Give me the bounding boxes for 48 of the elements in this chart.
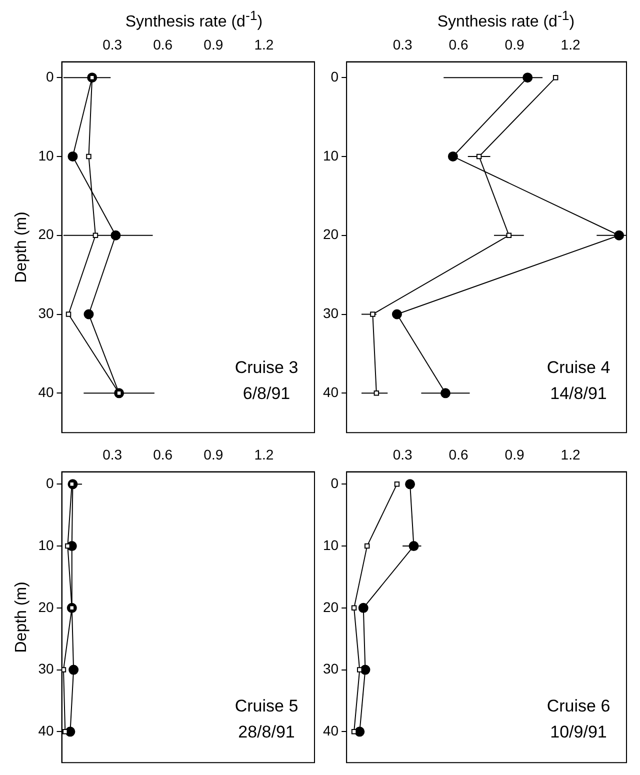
x-tick-label: 0.6 <box>448 36 468 52</box>
x-tick-label: 1.2 <box>560 446 580 462</box>
annotation: Cruise 6 <box>546 696 610 716</box>
y-tick-label: 20 <box>322 598 339 615</box>
x-tick-label: 0.6 <box>153 446 173 462</box>
annotation: Cruise 5 <box>234 696 298 716</box>
x-tick-label: 0.6 <box>153 36 173 52</box>
x-tick-label: 0.3 <box>102 36 122 52</box>
x-tick-label: 1.2 <box>254 36 274 52</box>
y-tick-label: 20 <box>322 226 339 242</box>
x-axis-title: Synthesis rate (d$^{-1}$) <box>436 8 576 32</box>
y-tick-label: 30 <box>322 305 339 322</box>
y-tick-label: 30 <box>322 660 339 677</box>
y-tick-label: 20 <box>38 226 54 242</box>
y-tick-label: 30 <box>38 660 54 677</box>
y-axis-title: Depth (m) <box>13 582 30 653</box>
x-tick-label: 0.3 <box>102 446 122 462</box>
y-axis-title: Depth (m) <box>13 212 30 283</box>
x-tick-label: 0.9 <box>204 446 224 462</box>
annotation: 14/8/91 <box>550 384 607 404</box>
x-tick-label: 0.6 <box>448 446 468 462</box>
x-tick-label: 1.2 <box>560 36 580 52</box>
y-tick-label: 0 <box>46 475 54 492</box>
y-tick-label: 10 <box>38 536 54 553</box>
x-tick-label: 1.2 <box>254 446 274 462</box>
y-tick-label: 10 <box>322 147 339 164</box>
y-tick-label: 40 <box>322 722 339 739</box>
annotation: Cruise 4 <box>546 358 610 378</box>
y-tick-label: 20 <box>38 598 54 615</box>
y-tick-label: 10 <box>38 147 54 164</box>
x-tick-label: 0.3 <box>392 36 412 52</box>
y-tick-label: 0 <box>46 68 54 84</box>
x-tick-label: 0.9 <box>504 446 524 462</box>
y-tick-label: 40 <box>38 384 54 400</box>
y-tick-label: 30 <box>38 305 54 322</box>
y-tick-label: 0 <box>330 475 339 492</box>
x-axis-title: Synthesis rate (d$^{-1}$) <box>124 8 264 32</box>
x-tick-label: 0.9 <box>204 36 224 52</box>
y-tick-label: 10 <box>322 536 339 553</box>
x-tick-label: 0.9 <box>504 36 524 52</box>
annotation: Cruise 3 <box>234 358 298 378</box>
annotation: 28/8/91 <box>238 722 295 742</box>
y-tick-label: 40 <box>322 384 339 400</box>
annotation: 6/8/91 <box>242 384 290 404</box>
annotation: 10/9/91 <box>550 722 607 742</box>
y-tick-label: 40 <box>38 722 54 739</box>
y-tick-label: 0 <box>330 68 339 84</box>
x-tick-label: 0.3 <box>392 446 412 462</box>
